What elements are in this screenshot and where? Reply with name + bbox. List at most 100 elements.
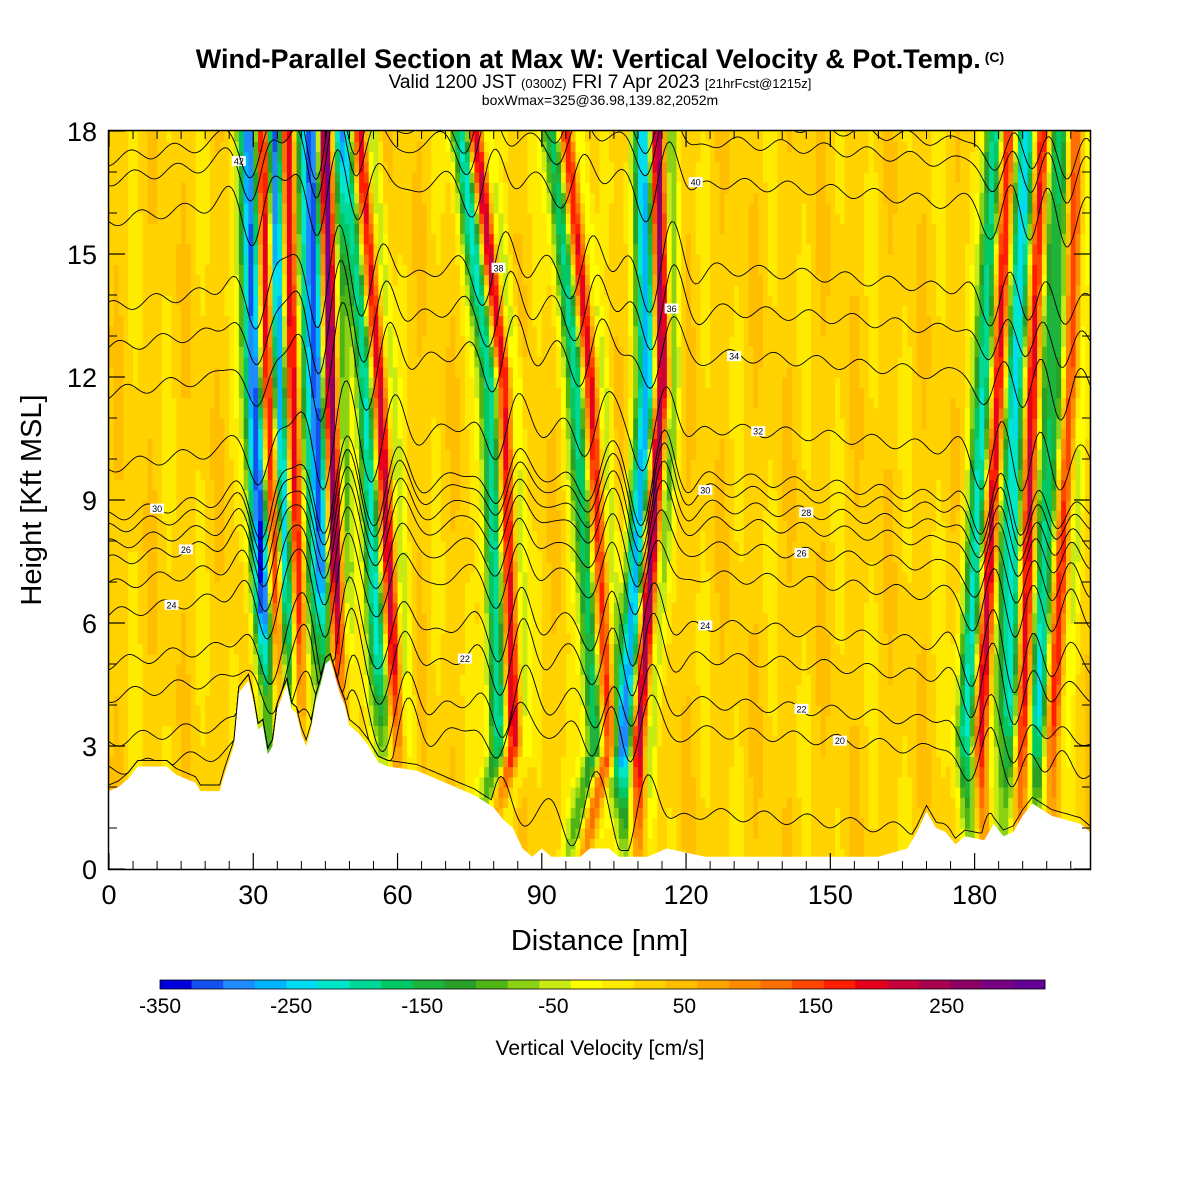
w-cell xyxy=(993,817,1000,829)
w-cell xyxy=(561,776,567,788)
w-cell xyxy=(589,776,596,788)
w-cell xyxy=(878,735,884,747)
w-cell xyxy=(445,674,452,686)
w-cell xyxy=(984,684,990,696)
w-cell xyxy=(854,828,860,839)
w-cell xyxy=(1065,643,1072,655)
w-cell xyxy=(517,715,524,727)
w-cell xyxy=(272,623,278,634)
w-cell xyxy=(109,756,115,768)
w-cell xyxy=(1051,684,1057,696)
w-cell xyxy=(719,756,726,768)
w-cell xyxy=(1061,653,1067,665)
w-cell xyxy=(763,797,769,809)
w-cell xyxy=(940,705,947,716)
w-cell xyxy=(892,776,899,788)
w-cell xyxy=(378,684,384,696)
w-cell xyxy=(426,643,432,655)
w-cell xyxy=(604,643,610,655)
w-cell xyxy=(907,694,913,706)
w-cell xyxy=(777,766,783,778)
w-cell xyxy=(791,817,798,829)
w-cell xyxy=(753,817,759,829)
w-cell xyxy=(666,756,673,768)
w-cell xyxy=(436,715,442,727)
w-cell xyxy=(488,715,495,727)
w-cell xyxy=(565,643,572,655)
w-cell xyxy=(1013,735,1019,747)
w-cell xyxy=(392,623,399,634)
w-cell xyxy=(561,838,567,850)
w-cell xyxy=(772,838,779,850)
w-cell xyxy=(868,684,875,696)
w-cell xyxy=(791,756,798,768)
w-cell xyxy=(488,776,495,788)
w-cell xyxy=(657,838,663,850)
w-cell xyxy=(1008,674,1014,686)
w-cell xyxy=(589,817,596,829)
w-cell xyxy=(681,715,687,727)
w-cell xyxy=(517,664,524,675)
w-cell xyxy=(892,705,899,716)
w-cell xyxy=(657,787,663,798)
w-cell xyxy=(604,725,610,737)
w-cell xyxy=(493,797,500,809)
w-cell xyxy=(402,664,408,675)
w-cell xyxy=(700,766,706,778)
w-cell xyxy=(738,664,745,675)
w-cell xyxy=(546,735,553,747)
w-cell xyxy=(820,705,827,716)
w-cell xyxy=(436,766,442,778)
w-cell xyxy=(565,694,572,706)
w-cell xyxy=(508,746,514,757)
w-cell xyxy=(436,684,442,696)
w-cell xyxy=(527,612,533,624)
w-cell xyxy=(772,643,779,655)
w-cell xyxy=(950,735,956,747)
w-cell xyxy=(657,817,663,829)
w-cell xyxy=(647,735,653,747)
w-cell xyxy=(411,684,418,696)
w-cell xyxy=(594,705,601,716)
w-cell xyxy=(508,776,514,788)
w-cell xyxy=(176,725,182,737)
w-cell xyxy=(974,725,980,737)
w-cell xyxy=(1022,735,1029,747)
w-cell xyxy=(599,694,605,706)
w-cell xyxy=(262,643,269,655)
w-cell xyxy=(152,705,158,716)
w-cell xyxy=(200,653,206,665)
w-cell xyxy=(142,612,149,624)
w-cell xyxy=(1041,674,1048,686)
w-cell xyxy=(637,684,644,696)
w-cell xyxy=(214,643,221,655)
w-cell xyxy=(613,684,620,696)
w-cell xyxy=(469,735,476,747)
w-cell xyxy=(604,653,610,665)
w-cell xyxy=(224,725,230,737)
w-cell xyxy=(671,838,678,850)
w-cell xyxy=(921,756,928,768)
w-cell xyxy=(556,776,562,788)
w-cell xyxy=(686,828,692,839)
w-cell xyxy=(729,674,735,686)
w-cell xyxy=(503,623,509,634)
w-cell xyxy=(118,664,125,675)
w-cell xyxy=(633,633,639,645)
w-cell xyxy=(1046,633,1053,645)
w-cell xyxy=(633,756,639,768)
w-cell xyxy=(387,633,394,645)
w-cell xyxy=(503,735,509,747)
w-cell xyxy=(589,797,596,809)
w-cell xyxy=(527,735,533,747)
w-cell xyxy=(989,694,995,706)
w-cell xyxy=(1037,746,1043,757)
w-cell xyxy=(267,664,274,675)
w-cell xyxy=(469,725,476,737)
w-cell xyxy=(657,797,663,809)
w-cell xyxy=(984,776,990,788)
w-cell xyxy=(440,612,447,624)
w-cell xyxy=(719,838,726,850)
w-cell xyxy=(1013,684,1019,696)
w-cell xyxy=(960,766,966,778)
